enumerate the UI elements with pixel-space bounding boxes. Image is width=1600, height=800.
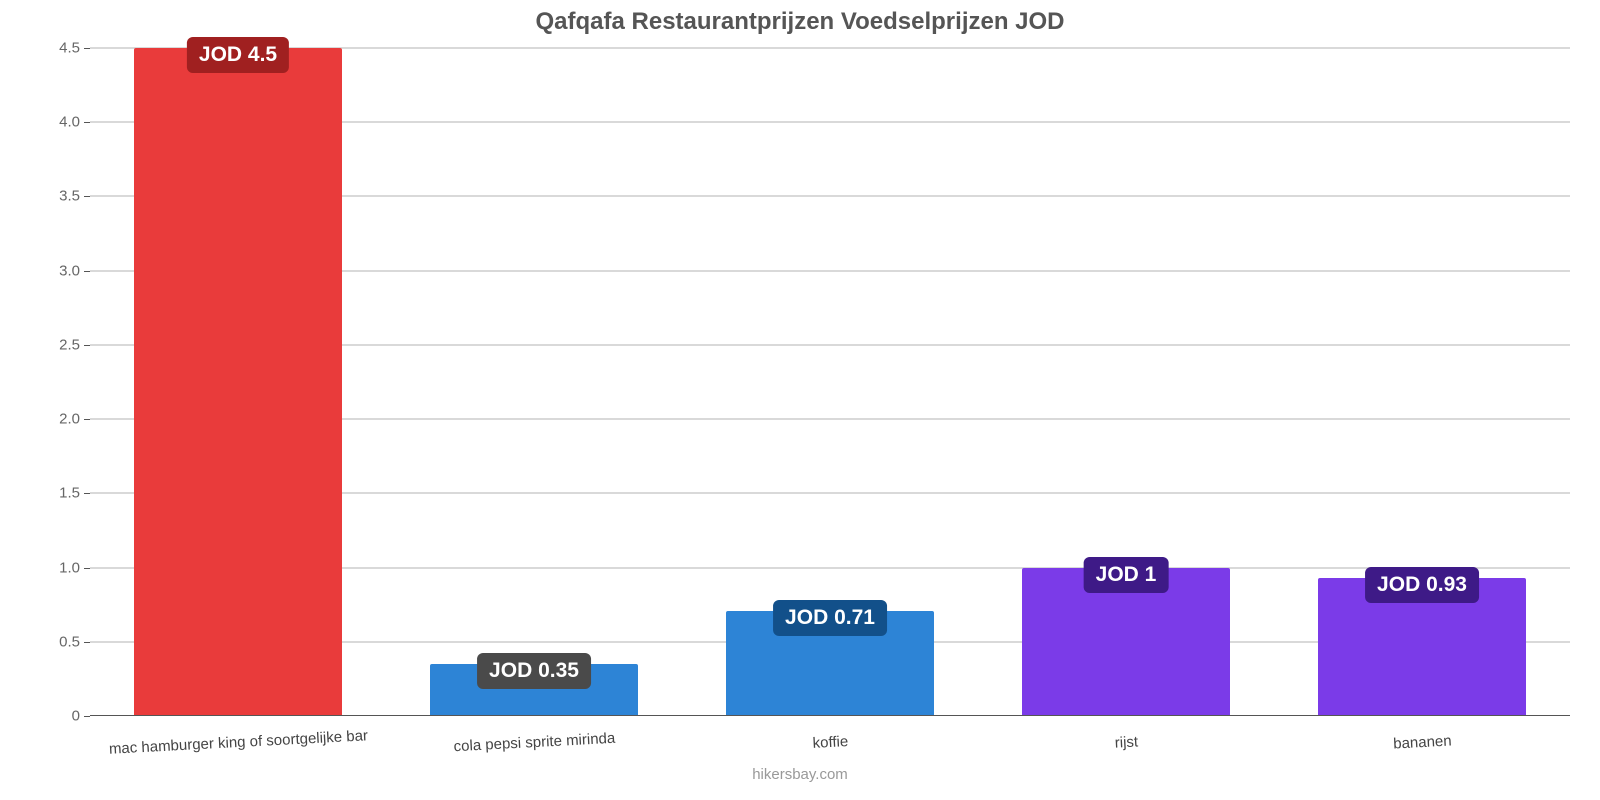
bar-slot: JOD 1 xyxy=(978,48,1274,716)
bar-slot: JOD 4.5 xyxy=(90,48,386,716)
x-axis-label: mac hamburger king of soortgelijke bar xyxy=(90,726,386,758)
ytick-label: 4.0 xyxy=(59,114,90,131)
chart-title: Qafqafa Restaurantprijzen Voedselprijzen… xyxy=(0,8,1600,36)
ytick-label: 3.5 xyxy=(59,188,90,205)
ytick-label: 1.0 xyxy=(59,559,90,576)
value-badge: JOD 0.71 xyxy=(773,600,887,636)
ytick-label: 3.0 xyxy=(59,262,90,279)
bar-slot: JOD 0.71 xyxy=(682,48,978,716)
x-axis-line xyxy=(90,715,1570,716)
ytick-label: 2.0 xyxy=(59,411,90,428)
attribution-text: hikersbay.com xyxy=(0,766,1600,783)
x-axis-labels: mac hamburger king of soortgelijke barco… xyxy=(90,734,1570,751)
value-badge: JOD 0.35 xyxy=(477,653,591,689)
bar: JOD 0.35 xyxy=(430,664,637,716)
ytick-label: 1.5 xyxy=(59,485,90,502)
ytick-label: 4.5 xyxy=(59,40,90,57)
x-axis-label: cola pepsi sprite mirinda xyxy=(386,726,682,758)
ytick-label: 0 xyxy=(72,708,90,725)
bar: JOD 0.71 xyxy=(726,611,933,716)
price-bar-chart: Qafqafa Restaurantprijzen Voedselprijzen… xyxy=(0,0,1600,800)
bar-slot: JOD 0.93 xyxy=(1274,48,1570,716)
bar-slot: JOD 0.35 xyxy=(386,48,682,716)
value-badge: JOD 1 xyxy=(1084,557,1169,593)
plot-area: JOD 4.5JOD 0.35JOD 0.71JOD 1JOD 0.93 00.… xyxy=(90,48,1570,716)
value-badge: JOD 0.93 xyxy=(1365,567,1479,603)
bars-container: JOD 4.5 JOD 0.35 JOD 0.71 JOD 1 JOD 0.93 xyxy=(90,48,1570,716)
bar: JOD 4.5 xyxy=(134,48,341,716)
bar: JOD 1 xyxy=(1022,568,1229,716)
ytick-label: 2.5 xyxy=(59,336,90,353)
bar: JOD 0.93 xyxy=(1318,578,1525,716)
ytick-label: 0.5 xyxy=(59,633,90,650)
x-axis-label: rijst xyxy=(978,726,1274,758)
x-axis-label: koffie xyxy=(682,726,978,758)
value-badge: JOD 4.5 xyxy=(187,37,289,73)
x-axis-label: bananen xyxy=(1274,726,1570,758)
